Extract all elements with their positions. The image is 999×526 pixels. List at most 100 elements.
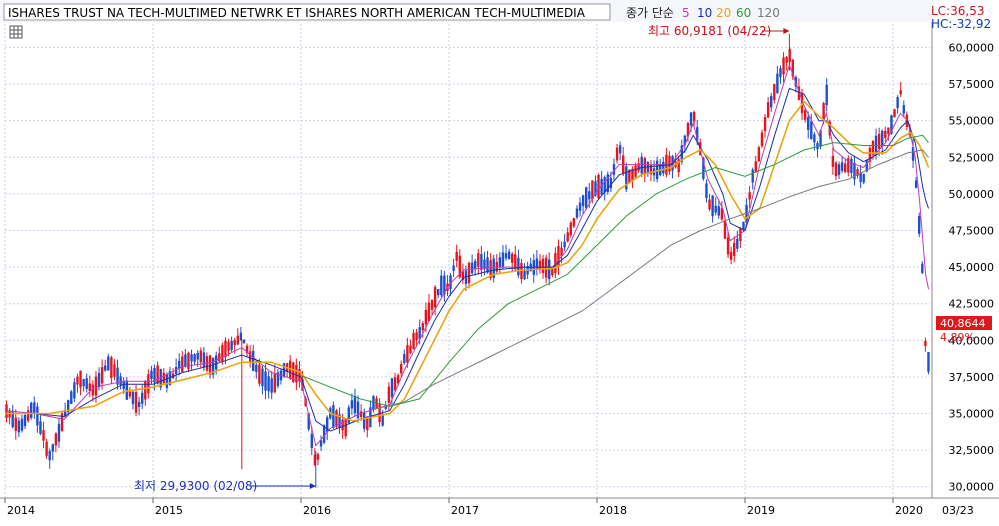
candle-body bbox=[911, 146, 915, 161]
ma60-line bbox=[300, 134, 929, 407]
candle-body bbox=[409, 345, 412, 354]
candle-body bbox=[520, 263, 523, 280]
candle-body bbox=[144, 381, 147, 400]
candle-body bbox=[202, 352, 206, 368]
candle-body bbox=[403, 354, 406, 364]
candle-body bbox=[825, 84, 828, 106]
candle-body bbox=[631, 168, 634, 181]
y-tick-label: 57,5000 bbox=[949, 78, 995, 91]
candle-body bbox=[261, 368, 264, 387]
candle-body bbox=[837, 164, 841, 175]
candle-body bbox=[831, 155, 835, 167]
candle-body bbox=[615, 147, 619, 161]
candle-body bbox=[597, 174, 600, 198]
candle-body bbox=[387, 386, 391, 403]
candle-body bbox=[113, 364, 116, 377]
candle-body bbox=[822, 103, 825, 121]
candle-body bbox=[850, 158, 853, 173]
candle-body bbox=[844, 163, 847, 173]
candle-body bbox=[60, 413, 64, 432]
candle-body bbox=[421, 323, 424, 331]
candle-body bbox=[181, 356, 184, 372]
candle-body bbox=[63, 409, 67, 417]
candle-body bbox=[544, 257, 548, 278]
candle-body bbox=[921, 263, 924, 273]
ma20-line bbox=[5, 100, 930, 422]
candle-body bbox=[557, 245, 560, 267]
y-tick-label: 47,5000 bbox=[949, 224, 995, 237]
candle-body bbox=[541, 258, 545, 274]
candle-body bbox=[859, 172, 862, 183]
high-label: 최고 60,9181 (04/22) bbox=[648, 24, 771, 38]
candle-body bbox=[276, 372, 280, 387]
candle-body bbox=[239, 332, 243, 341]
candle-body bbox=[560, 247, 563, 257]
candle-body bbox=[230, 341, 233, 351]
candle-body bbox=[341, 419, 344, 431]
candle-body bbox=[514, 254, 517, 270]
ma120-line bbox=[374, 149, 929, 410]
candle-body bbox=[196, 352, 199, 360]
candle-body bbox=[165, 374, 169, 388]
candle-body bbox=[726, 237, 730, 255]
candle-body bbox=[131, 391, 135, 405]
candle-body bbox=[335, 410, 338, 427]
x-tick-label: 2017 bbox=[451, 504, 479, 517]
candle-body bbox=[803, 110, 807, 120]
candle-body bbox=[406, 345, 409, 363]
candle-body bbox=[440, 275, 443, 296]
candle-body bbox=[637, 163, 640, 171]
candle-body bbox=[437, 289, 440, 296]
candle-body bbox=[310, 434, 313, 449]
candle-body bbox=[748, 192, 751, 200]
ma-60-legend[interactable]: 60 bbox=[736, 6, 751, 20]
ma-10-legend[interactable]: 10 bbox=[697, 6, 712, 20]
candle-body bbox=[609, 177, 613, 189]
candle-body bbox=[914, 180, 918, 188]
candle-body bbox=[153, 367, 156, 383]
y-tick-label: 30,0000 bbox=[949, 481, 995, 494]
candle-body bbox=[344, 418, 347, 437]
candle-body bbox=[252, 350, 255, 372]
candle-body bbox=[359, 411, 363, 418]
low-arrow-head bbox=[309, 483, 316, 489]
candle-body bbox=[566, 232, 569, 242]
candle-body bbox=[273, 373, 276, 393]
candle-body bbox=[267, 376, 270, 392]
ma-20-legend[interactable]: 20 bbox=[716, 6, 731, 20]
candle-body bbox=[785, 57, 788, 63]
candle-body bbox=[233, 340, 236, 346]
candle-body bbox=[745, 205, 748, 223]
candle-body bbox=[677, 159, 680, 173]
candle-body bbox=[91, 384, 95, 396]
candle-body bbox=[298, 369, 301, 382]
y-tick-label: 32,5000 bbox=[949, 444, 995, 457]
candle-body bbox=[125, 380, 128, 400]
grid-icon[interactable] bbox=[9, 25, 23, 39]
candle-body bbox=[649, 164, 653, 175]
x-tick-label: 2019 bbox=[747, 504, 775, 517]
candle-body bbox=[248, 351, 252, 362]
candle-body bbox=[20, 418, 24, 431]
candle-body bbox=[729, 251, 733, 260]
ma-120-legend[interactable]: 120 bbox=[757, 6, 780, 20]
candle-body bbox=[162, 372, 165, 384]
candle-body bbox=[834, 162, 838, 177]
candle-body bbox=[199, 350, 202, 363]
candle-body bbox=[507, 251, 511, 260]
candle-body bbox=[569, 222, 572, 236]
candle-body bbox=[48, 451, 51, 461]
candle-body bbox=[393, 377, 397, 391]
candle-body bbox=[600, 178, 603, 195]
ma-5-legend[interactable]: 5 bbox=[682, 6, 690, 20]
candle-body bbox=[11, 410, 14, 428]
candle-body bbox=[307, 413, 310, 430]
candle-body bbox=[39, 421, 42, 434]
candle-body bbox=[523, 270, 526, 280]
candle-body bbox=[301, 379, 304, 391]
low-label: 최저 29,9300 (02/08) bbox=[134, 479, 257, 493]
candle-body bbox=[492, 258, 495, 278]
y-tick-label: 40,0000 bbox=[949, 334, 995, 347]
candle-body bbox=[190, 354, 193, 362]
